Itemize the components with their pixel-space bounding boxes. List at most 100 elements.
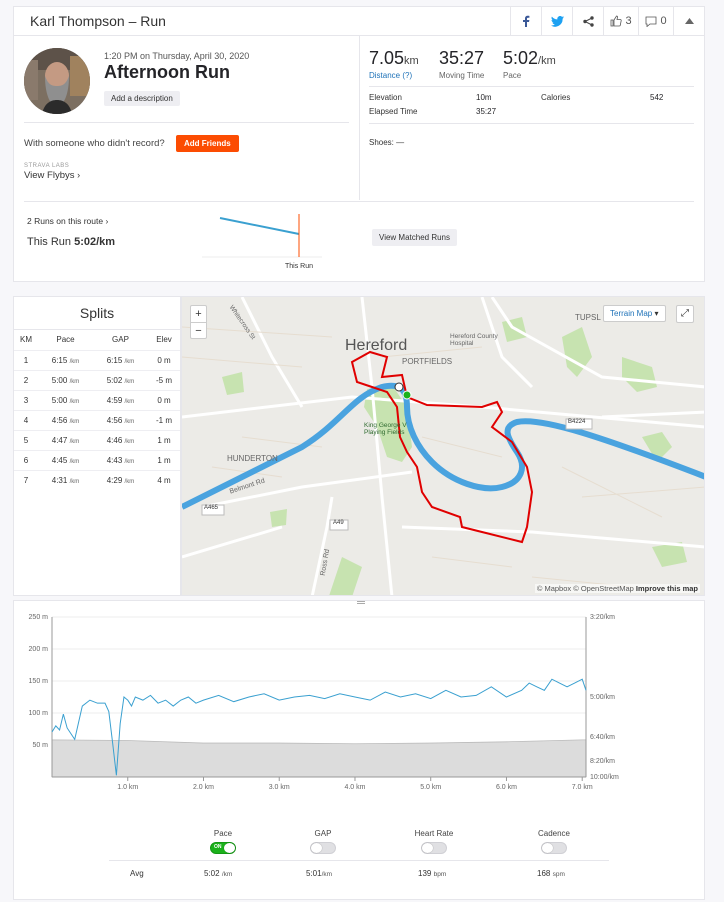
y-right-tick-label: 3:20/km — [590, 614, 615, 621]
zoom-out-button[interactable]: − — [191, 322, 206, 338]
osm-attribution-link[interactable]: © OpenStreetMap — [573, 584, 634, 593]
distance-stat: 7.05km Distance (?) — [369, 48, 419, 80]
split-pace-value: 4:47 — [51, 435, 68, 445]
a465-shield — [201, 504, 225, 516]
cadence-toggle[interactable] — [541, 842, 567, 854]
pace-toggle[interactable]: ON — [210, 842, 236, 854]
twitter-share-button[interactable] — [541, 7, 572, 35]
elevation-value: 10m — [476, 93, 492, 102]
avg-gap-unit: /km — [321, 871, 333, 878]
split-pace-value: 5:00 — [51, 395, 68, 405]
fullscreen-button[interactable]: ⤢ — [676, 305, 694, 323]
mapbox-attribution-link[interactable]: © Mapbox — [536, 584, 572, 593]
y-left-tick-label: 200 m — [29, 646, 49, 653]
runs-on-route-label: 2 Runs on this route — [27, 216, 104, 226]
pace-stat: 5:02/km Pace — [503, 48, 556, 80]
distance-label-link[interactable]: Distance (?) — [369, 71, 413, 80]
split-elev: 0 m — [147, 389, 180, 410]
toggle-label: GAP — [314, 829, 332, 838]
route-start-marker — [402, 390, 412, 400]
legend-toggle-group: Heart Rate — [399, 829, 469, 854]
map-playing-fields-label: King George V Playing Fields — [364, 422, 407, 436]
activity-header: Karl Thompson – Run 3 0 — [13, 6, 705, 36]
zoom-in-button[interactable]: + — [195, 308, 202, 320]
collapse-button[interactable] — [673, 7, 704, 35]
pace-elevation-chart: 50 m 100 m 150 m 200 m 250 m 10:00/km 8:20/km 6… — [29, 614, 619, 791]
divider — [369, 123, 694, 124]
avg-pace-unit: /km — [221, 871, 233, 878]
avg-pace: 5:02 /km — [204, 869, 232, 878]
thumbs-up-icon — [611, 15, 623, 27]
divider — [109, 860, 609, 861]
x-tick-label: 4.0 km — [344, 784, 365, 791]
avg-cadence: 168 spm — [537, 869, 565, 878]
split-gap: 6:15 /km — [92, 349, 148, 370]
gap-toggle[interactable] — [310, 842, 336, 854]
parks — [222, 317, 687, 595]
divider — [24, 122, 349, 123]
terrain-map-dropdown[interactable]: Terrain Map ▾ — [603, 305, 666, 322]
facebook-share-button[interactable] — [510, 7, 541, 35]
splits-row: 5 4:47 /km 4:46 /km 1 m — [14, 429, 180, 450]
moving-time-stat: 35:27 Moving Time — [439, 48, 484, 80]
split-pace-unit: /km — [69, 378, 80, 385]
improve-map-link[interactable]: Improve this map — [635, 584, 698, 593]
splits-table: KM Pace GAP Elev 1 6:15 /km 6:15 /km 0 m 2 5:… — [14, 330, 180, 490]
split-pace-value: 4:31 — [51, 475, 68, 485]
split-pace-value: 4:45 — [51, 455, 68, 465]
kudos-button[interactable]: 3 — [603, 7, 638, 35]
share-icon — [582, 15, 594, 27]
map-canvas — [182, 297, 704, 595]
y-left-tick-label: 250 m — [29, 614, 49, 621]
add-friends-button[interactable]: Add Friends — [176, 135, 239, 152]
splits-header-pace: Pace — [56, 335, 75, 345]
zoom-control: + − — [190, 305, 207, 339]
split-pace-value: 5:00 — [51, 375, 68, 385]
chevron-up-icon — [684, 18, 694, 24]
split-pace: 4:31 /km — [38, 469, 93, 490]
runs-on-route-link[interactable]: 2 Runs on this route › — [27, 216, 108, 226]
splits-title: Splits — [14, 297, 180, 330]
toggle-knob — [542, 843, 553, 853]
splits-header-km: KM — [20, 335, 32, 345]
map-portfields-label: PORTFIELDS — [402, 357, 453, 366]
route-map[interactable]: Hereford Hereford County Hospital PORTFI… — [181, 296, 705, 596]
y-right-tick-label: 6:40/km — [590, 734, 615, 741]
avg-pace-value: 5:02 — [204, 869, 220, 878]
chevron-right-icon: › — [77, 170, 81, 180]
analysis-panel: 50 m 100 m 150 m 200 m 250 m 10:00/km 8:20/km 6… — [13, 600, 705, 900]
activity-header-title: Karl Thompson – Run — [30, 13, 166, 29]
splits-panel: Splits KM Pace GAP Elev 1 6:15 /km 6:15 /k… — [13, 296, 181, 596]
elevation-area — [51, 739, 587, 778]
elapsed-time-label: Elapsed Time — [369, 107, 418, 116]
this-run-pace: 5:02/km — [74, 236, 116, 248]
split-gap-unit: /km — [124, 378, 135, 385]
expand-icon: ⤢ — [681, 308, 689, 319]
share-button[interactable] — [572, 7, 603, 35]
toggle-label: Cadence — [537, 829, 571, 838]
splits-row: 4 4:56 /km 4:56 /km -1 m — [14, 409, 180, 430]
split-gap: 4:43 /km — [92, 449, 148, 470]
terrain-map-label: Terrain Map — [610, 309, 653, 318]
map-a465-label: A465 — [204, 505, 219, 511]
split-gap: 4:56 /km — [92, 409, 148, 430]
heart-rate-toggle[interactable] — [421, 842, 447, 854]
toggle-knob — [311, 843, 322, 853]
comment-button[interactable]: 0 — [638, 7, 673, 35]
resize-handle[interactable] — [357, 601, 365, 604]
view-matched-runs-button[interactable]: View Matched Runs — [372, 229, 457, 246]
pace-line — [51, 678, 587, 776]
add-description-button[interactable]: Add a description — [104, 91, 180, 106]
splits-row: 6 4:45 /km 4:43 /km 1 m — [14, 449, 180, 470]
divider — [24, 201, 694, 202]
avg-hr-unit: bpm — [433, 871, 447, 878]
athlete-avatar[interactable] — [24, 48, 90, 114]
split-pace-unit: /km — [69, 358, 80, 365]
view-flybys-link[interactable]: View Flybys › — [24, 170, 80, 181]
split-elev: 0 m — [147, 349, 180, 370]
split-pace-unit: /km — [69, 398, 80, 405]
y-right-tick-label: 5:00/km — [590, 694, 615, 701]
split-pace: 6:15 /km — [38, 349, 93, 370]
comment-count: 0 — [660, 15, 667, 27]
split-km: 2 — [14, 369, 38, 390]
